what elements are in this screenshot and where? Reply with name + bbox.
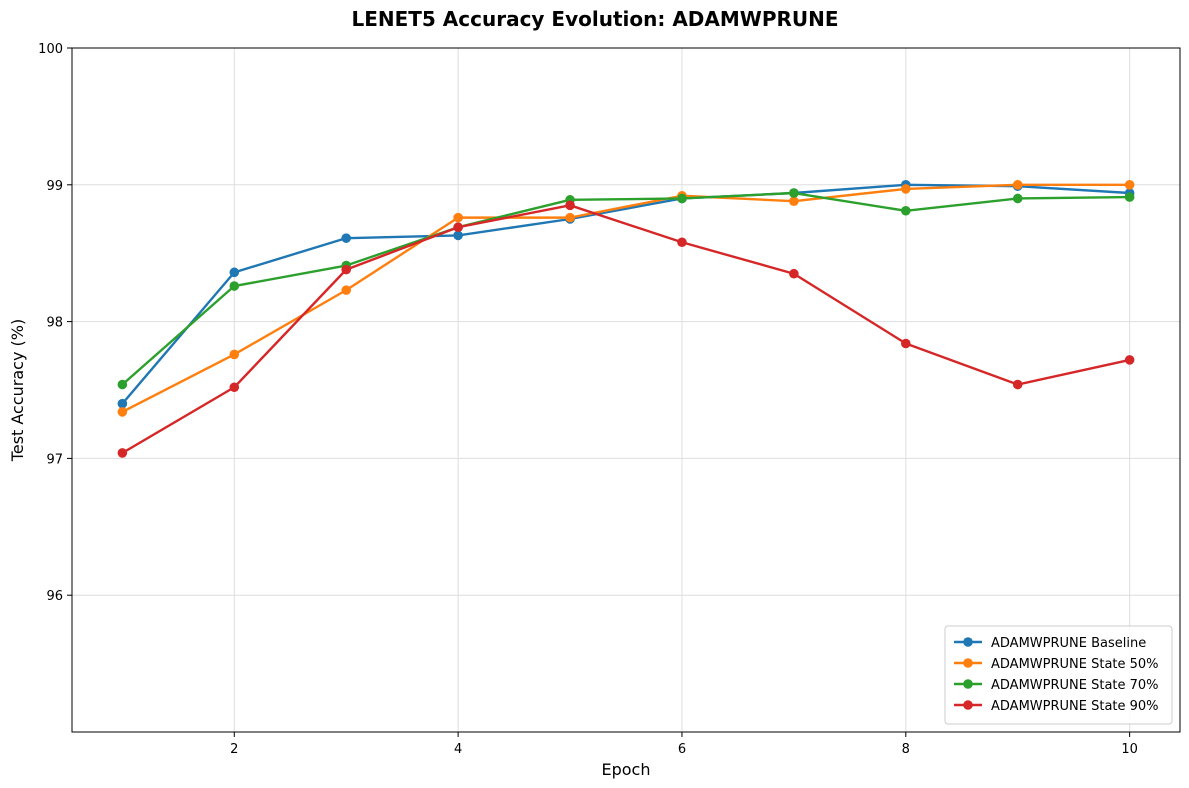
series-line <box>121 191 1131 386</box>
data-point <box>789 268 799 279</box>
series-4 <box>117 200 1135 458</box>
data-point <box>117 448 128 458</box>
series-line <box>121 204 1131 455</box>
legend-label: ADAMWPRUNE State 90% <box>991 699 1159 714</box>
data-point <box>1124 180 1135 190</box>
data-point <box>1124 355 1135 365</box>
data-point <box>900 205 911 216</box>
series-2 <box>117 180 1135 417</box>
data-point <box>117 379 128 390</box>
legend-marker <box>963 637 973 647</box>
legend-marker <box>963 658 973 668</box>
data-point <box>117 407 128 417</box>
y-tick-label: 98 <box>46 316 63 331</box>
plot-frame <box>71 47 1181 733</box>
data-point <box>341 285 352 295</box>
data-point <box>453 212 463 223</box>
y-tick-label: 96 <box>46 589 63 604</box>
x-tick-label: 4 <box>454 742 462 757</box>
x-tick-label: 2 <box>230 742 238 757</box>
legend: ADAMWPRUNE Baseline ADAMWPRUNE State 50% A… <box>944 625 1173 725</box>
y-tick-label: 99 <box>46 179 63 194</box>
data-point <box>900 338 911 349</box>
data-point <box>229 267 240 278</box>
data-point <box>677 237 687 248</box>
data-point <box>1012 379 1023 390</box>
data-point <box>117 398 128 409</box>
x-tick-label: 8 <box>902 742 910 757</box>
legend-label: ADAMWPRUNE State 50% <box>991 657 1159 672</box>
legend-item: ADAMWPRUNE Baseline <box>954 636 1146 651</box>
data-point <box>900 184 911 194</box>
data-point <box>565 200 575 211</box>
legend-box <box>944 625 1173 725</box>
legend-marker <box>963 700 973 710</box>
data-point <box>677 193 687 204</box>
data-point <box>229 349 240 360</box>
y-tick-label: 97 <box>46 452 63 467</box>
data-point <box>1012 180 1023 190</box>
y-tick-label: 100 <box>38 42 63 57</box>
series-line <box>121 183 1131 405</box>
data-point <box>1012 193 1023 204</box>
series-line <box>121 183 1131 414</box>
data-point <box>1124 192 1135 202</box>
y-axis-label: Test Accuracy (%) <box>8 319 27 462</box>
chart-title: LENET5 Accuracy Evolution: ADAMWPRUNE <box>351 7 838 31</box>
legend-label: ADAMWPRUNE Baseline <box>991 636 1146 651</box>
data-point <box>453 222 463 233</box>
legend-item: ADAMWPRUNE State 70% <box>954 678 1159 693</box>
ticks: 2 4 6 8 10 96 97 98 99 100 <box>38 42 1138 757</box>
legend-item: ADAMWPRUNE State 90% <box>954 699 1159 714</box>
series-layer <box>117 180 1135 458</box>
series-3 <box>117 188 1135 390</box>
legend-marker <box>963 679 973 689</box>
data-point <box>453 230 463 241</box>
data-point <box>341 233 352 243</box>
legend-label: ADAMWPRUNE State 70% <box>991 678 1159 693</box>
data-point <box>565 212 575 223</box>
data-point <box>789 188 799 198</box>
x-tick-label: 6 <box>678 742 686 757</box>
x-tick-label: 10 <box>1121 742 1138 757</box>
data-point <box>229 281 240 291</box>
data-point <box>229 382 240 393</box>
data-point <box>341 264 352 275</box>
legend-item: ADAMWPRUNE State 50% <box>954 657 1159 672</box>
x-axis-label: Epoch <box>602 760 651 779</box>
data-point <box>789 196 799 207</box>
